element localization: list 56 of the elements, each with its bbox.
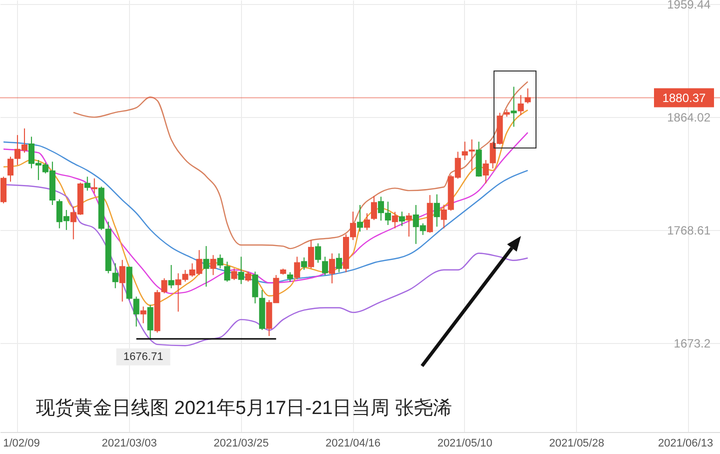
- x-tick-label: 2021/03/25: [214, 438, 269, 450]
- candlestick: [392, 211, 398, 229]
- candlestick: [112, 262, 118, 289]
- candlestick: [294, 256, 300, 280]
- x-tick-label: 2021/05/10: [437, 438, 492, 450]
- candlestick: [252, 271, 258, 304]
- line-series: [2, 109, 528, 306]
- candlestick: [210, 254, 216, 276]
- candlestick: [140, 306, 146, 324]
- candlestick: [0, 176, 7, 204]
- candlestick: [350, 211, 356, 241]
- candlestick: [329, 252, 336, 284]
- candlestick: [518, 94, 524, 116]
- x-tick-label: 2021/06/13: [658, 438, 714, 450]
- candlestick: [238, 256, 244, 285]
- candlestick: [301, 256, 308, 270]
- candlestick: [203, 246, 210, 288]
- candlestick: [315, 242, 322, 264]
- candlestick: [322, 256, 328, 276]
- candlestick: [119, 259, 126, 302]
- y-tick-label: 1673.2: [674, 336, 711, 350]
- text: 现货黄金日线图 2021年5月17日-21日当周 张尧浠: [36, 398, 452, 419]
- candlestick: [161, 278, 168, 294]
- candlestick: [384, 201, 391, 226]
- ref-line-label: 1880.37: [662, 90, 706, 105]
- candlestick: [7, 156, 14, 182]
- candlestick: [370, 196, 377, 221]
- y-tick-label: 1768.61: [667, 224, 711, 238]
- candlestick: [398, 211, 405, 227]
- annotation: 1676.71: [123, 350, 164, 363]
- candlestick: [434, 194, 440, 228]
- candlestick: [147, 304, 154, 339]
- y-tick-label: 1864.02: [667, 110, 711, 125]
- candlestick: [245, 271, 252, 282]
- line-series: [72, 81, 528, 250]
- candlestick: [364, 212, 370, 230]
- candlestick: [356, 204, 364, 232]
- candlestick: [378, 196, 384, 222]
- candlestick: [336, 252, 342, 273]
- candlestick: [91, 178, 98, 194]
- candlestick: [406, 212, 412, 238]
- candlestick: [287, 272, 294, 282]
- candlestick: [84, 176, 90, 192]
- x-tick-label: 1/02/09: [3, 438, 40, 450]
- y-tick-label: 1959.44: [667, 0, 711, 12]
- candlestick: [524, 88, 531, 104]
- candlestick: [308, 240, 314, 269]
- candlestick: [224, 261, 230, 282]
- candlestick: [168, 264, 174, 289]
- x-tick-label: 2021/04/16: [325, 438, 381, 450]
- candlestick: [510, 86, 517, 128]
- candlestick: [217, 254, 224, 269]
- x-tick-label: 2021/05/28: [549, 438, 604, 450]
- candlestick: [231, 268, 238, 281]
- x-tick-label: 2021/03/03: [102, 438, 157, 450]
- candlestick: [482, 160, 489, 184]
